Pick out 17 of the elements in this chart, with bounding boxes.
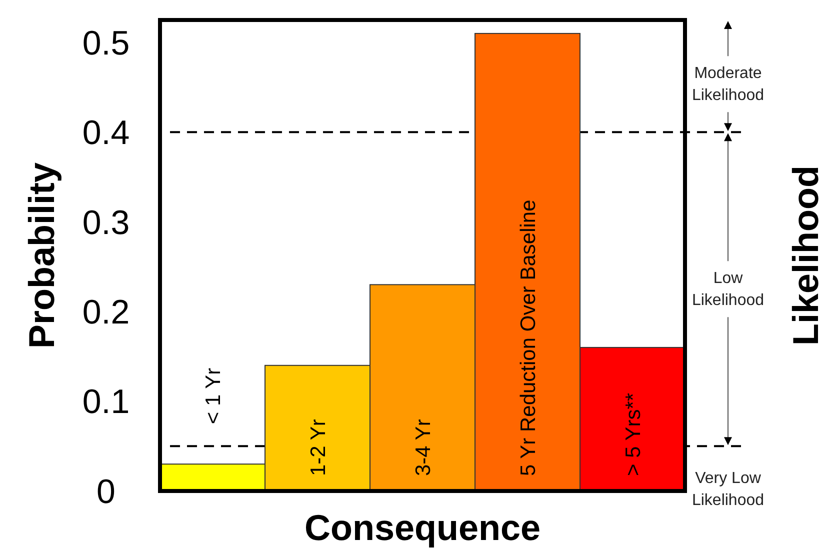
y-tick-label: 0.4 [82, 114, 130, 152]
x-axis-title: Consequence [304, 507, 541, 548]
y-tick-label: 0.3 [82, 204, 130, 242]
x-tick-label: 1-2 Yr [306, 419, 330, 476]
y-axis-title: Probability [21, 162, 62, 349]
x-tick-label: < 1 Yr [202, 368, 225, 424]
annotation: Very Low Likelihood [692, 470, 764, 509]
x-tick-label: > 5 Yrs** [622, 392, 645, 476]
y-tick-label: 0 [96, 472, 116, 511]
y-tick-label: 0.1 [82, 383, 130, 422]
annotation: Low Likelihood [692, 270, 764, 310]
x-tick-label: 3-4 Yr [412, 419, 435, 476]
y-tick-label: 0.5 [82, 24, 130, 62]
x-tick-label: 5 Yr Reduction Over Baseline [516, 200, 540, 476]
annotation: Moderate Likelihood [692, 65, 764, 104]
y-tick-label: 0.2 [82, 293, 130, 332]
y2-axis-title: Likelihood [785, 166, 826, 346]
